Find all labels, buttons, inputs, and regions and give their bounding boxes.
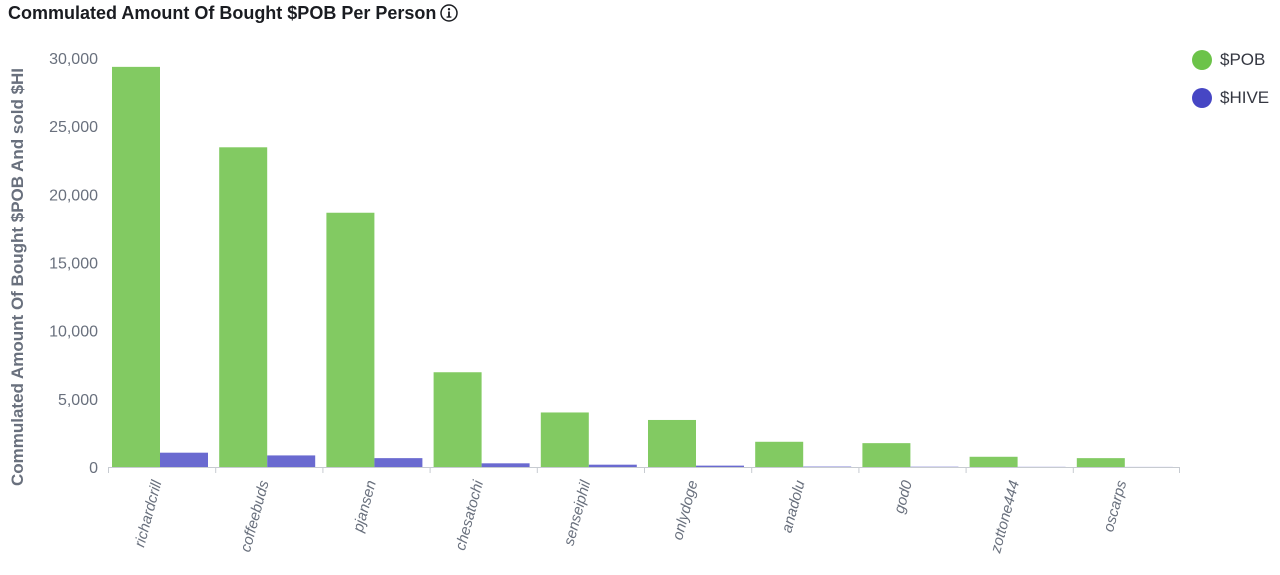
y-tick-label: 10,000 [49,324,98,341]
bar-hive [481,463,530,467]
x-tick-label: oscarps [1100,478,1130,534]
bar-pob [648,419,696,467]
x-tick-label: zottone444 [987,479,1023,556]
x-tick-label: senseiphil [561,478,595,547]
x-tick-label: chesatochi [452,478,487,552]
bar-pob [1076,458,1125,467]
legend-item-pob[interactable]: $POB [1192,50,1269,70]
y-tick-label: 20,000 [49,187,98,204]
y-axis-title: Commulated Amount Of Bought $POB And sol… [8,68,27,486]
chart-title-row: Commulated Amount Of Bought $POB Per Per… [8,0,459,26]
x-tick-label: anadolu [778,478,808,535]
y-tick-label: 0 [89,460,98,477]
bar-hive [910,466,959,468]
x-tick-label: coffeebuds [237,478,273,554]
bar-hive [588,464,637,467]
bar-hive [160,452,208,467]
legend-item-hive[interactable]: $HIVE [1192,88,1269,108]
legend-label-pob: $POB [1220,50,1266,69]
legend: $POB $HIVE [1192,50,1269,126]
x-tick-label: onlydoge [669,479,701,542]
legend-label-hive: $HIVE [1220,88,1270,107]
bar-pob [755,441,804,467]
bar-pob [433,372,482,467]
chart-title: Commulated Amount Of Bought $POB Per Per… [8,2,437,23]
bar-pob [969,456,1018,467]
bar-pob [862,443,911,467]
y-tick-label: 5,000 [58,392,98,409]
x-tick-label: god0 [891,478,916,515]
y-tick-label: 25,000 [49,119,98,136]
legend-swatch-hive [1192,88,1212,108]
bar-pob [540,412,589,467]
info-circle-icon[interactable] [440,4,459,22]
bar-hive [803,466,852,468]
bar-hive [374,458,423,467]
x-tick-label: richardcrill [131,478,165,549]
x-tick-label: pjansen [350,479,380,535]
y-tick-label: 15,000 [49,256,98,273]
bar-hive [696,465,744,467]
bar-hive [267,455,316,467]
bar-pob [326,212,375,467]
bar-pob [219,147,268,467]
bar-pob [112,66,160,467]
legend-swatch-pob [1192,50,1212,70]
y-tick-label: 30,000 [49,51,98,68]
bar-chart: Commulated Amount Of Bought $POB And sol… [8,51,1180,556]
